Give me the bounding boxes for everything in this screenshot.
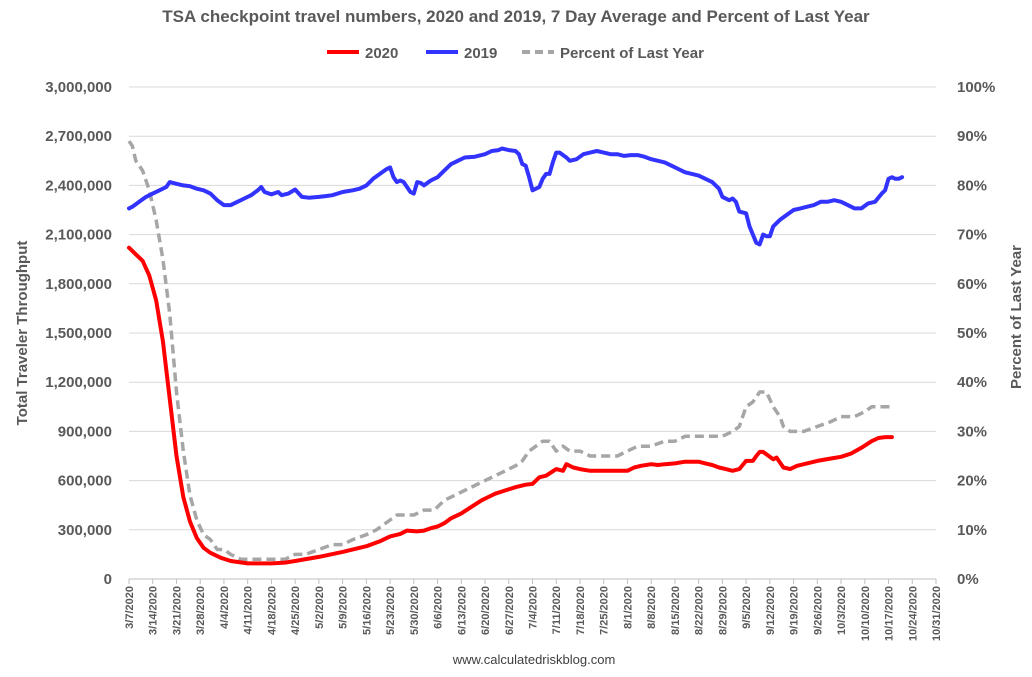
- x-tick-label: 8/1/2020: [622, 586, 634, 629]
- x-tick-label: 3/14/2020: [148, 586, 160, 635]
- y-axis-ticks: 0 300,000 600,000 900,000 1,200,000 1,500,000…: [45, 79, 112, 588]
- y2-tick-label: 70%: [957, 227, 987, 244]
- y-tick-label: 3,000,000: [45, 79, 112, 96]
- series-line-2019: [127, 146, 905, 247]
- x-tick-label: 10/10/2020: [860, 586, 872, 641]
- x-tick-label: 6/20/2020: [480, 586, 492, 635]
- x-tick-label: 8/29/2020: [717, 586, 729, 635]
- y-tick-label: 300,000: [58, 522, 112, 539]
- x-tick-label: 5/23/2020: [385, 586, 397, 635]
- y-axis-title: Total Traveler Throughput: [14, 241, 31, 426]
- x-tick-label: 8/8/2020: [646, 586, 658, 629]
- y2-tick-label: 20%: [957, 473, 987, 490]
- x-tick-label: 10/17/2020: [884, 586, 896, 641]
- y2-tick-label: 90%: [957, 128, 987, 145]
- series-line-2020: [127, 245, 894, 566]
- y-tick-label: 1,200,000: [45, 374, 112, 391]
- x-tick-label: 8/22/2020: [694, 586, 706, 635]
- y2-tick-label: 30%: [957, 423, 987, 440]
- legend-label-2020: 2020: [365, 45, 398, 62]
- x-tick-label: 4/11/2020: [243, 586, 255, 634]
- chart-title: TSA checkpoint travel numbers, 2020 and …: [162, 7, 870, 26]
- x-tick-label: 3/21/2020: [171, 586, 183, 635]
- x-tick-label: 7/11/2020: [551, 586, 563, 634]
- legend-label-percent: Percent of Last Year: [560, 45, 704, 62]
- series-line-percent-of-last-year: [127, 140, 892, 562]
- y2-tick-label: 60%: [957, 276, 987, 293]
- y-tick-label: 2,100,000: [45, 227, 112, 244]
- x-tick-label: 9/26/2020: [812, 586, 824, 635]
- y2-tick-label: 10%: [957, 522, 987, 539]
- y2-axis-ticks: 0% 10% 20% 30% 40% 50% 60% 70% 80% 90% 100%: [957, 79, 995, 588]
- x-tick-label: 9/19/2020: [789, 586, 801, 635]
- x-tick-label: 8/15/2020: [670, 586, 682, 635]
- y-tick-label: 0: [104, 571, 112, 588]
- x-tick-label: 5/2/2020: [314, 586, 326, 629]
- x-tick-label: 4/4/2020: [219, 586, 231, 629]
- source-credit: www.calculatedriskblog.com: [452, 652, 616, 667]
- x-tick-label: 5/9/2020: [338, 586, 350, 629]
- x-tick-label: 6/13/2020: [456, 586, 468, 635]
- gridlines: [129, 86, 936, 531]
- x-tick-label: 9/12/2020: [765, 586, 777, 635]
- x-tick-label: 6/6/2020: [433, 586, 445, 629]
- x-tick-label: 4/18/2020: [266, 586, 278, 635]
- y-tick-label: 1,500,000: [45, 325, 112, 342]
- series-lines: [127, 140, 905, 566]
- y-tick-label: 900,000: [58, 423, 112, 440]
- x-tick-label: 10/31/2020: [931, 586, 943, 641]
- legend-label-2019: 2019: [464, 45, 497, 62]
- legend: 2020 2019 Percent of Last Year: [327, 45, 704, 62]
- x-tick-label: 10/24/2020: [907, 586, 919, 641]
- x-tick-label: 5/16/2020: [361, 586, 373, 635]
- y2-tick-label: 100%: [957, 79, 995, 96]
- y2-tick-label: 40%: [957, 374, 987, 391]
- y2-tick-label: 80%: [957, 177, 987, 194]
- y2-tick-label: 50%: [957, 325, 987, 342]
- y-tick-label: 600,000: [58, 473, 112, 490]
- x-tick-label: 7/4/2020: [528, 586, 540, 629]
- x-tick-label: 5/30/2020: [409, 586, 421, 635]
- x-tick-label: 4/25/2020: [290, 586, 302, 635]
- x-axis-ticks: 3/7/2020 3/14/2020 3/21/2020 3/28/2020 4/4/2…: [124, 579, 943, 641]
- x-tick-label: 7/18/2020: [575, 586, 587, 635]
- x-tick-label: 10/3/2020: [836, 586, 848, 635]
- x-tick-label: 6/27/2020: [504, 586, 516, 635]
- y-tick-label: 1,800,000: [45, 276, 112, 293]
- x-tick-label: 9/5/2020: [741, 586, 753, 629]
- y2-tick-label: 0%: [957, 571, 979, 588]
- y2-axis-title: Percent of Last Year: [1008, 245, 1025, 389]
- y-tick-label: 2,700,000: [45, 128, 112, 145]
- x-tick-label: 3/28/2020: [195, 586, 207, 635]
- x-tick-label: 3/7/2020: [124, 586, 136, 629]
- x-tick-label: 7/25/2020: [599, 586, 611, 635]
- y-tick-label: 2,400,000: [45, 177, 112, 194]
